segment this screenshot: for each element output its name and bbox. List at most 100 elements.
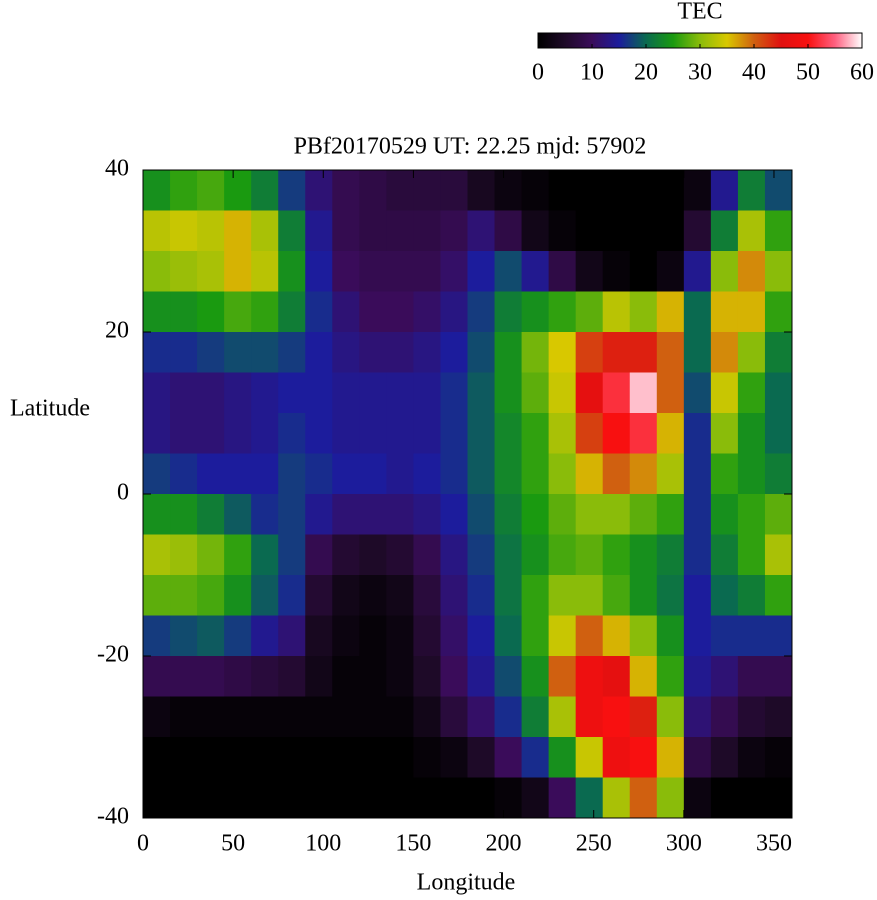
heat-cell	[278, 656, 306, 697]
heat-cell	[710, 210, 739, 252]
heat-cell	[521, 413, 550, 454]
heat-cell	[170, 656, 198, 697]
colorbar-tick-label: 0	[532, 60, 544, 86]
heat-cell	[143, 656, 171, 697]
colorbar-tick-label: 10	[580, 60, 604, 86]
heat-cell	[494, 170, 523, 211]
heat-cell	[656, 291, 685, 333]
heat-cell	[197, 696, 225, 738]
heat-cell	[359, 656, 387, 697]
heat-cell	[575, 372, 604, 414]
heat-cell	[305, 453, 333, 495]
heat-cell	[764, 615, 793, 657]
heat-cell	[143, 413, 171, 454]
heat-cell	[413, 737, 441, 778]
heat-cell	[575, 615, 604, 657]
heat-cell	[683, 291, 712, 333]
heat-cell	[170, 372, 198, 414]
heat-cell	[656, 575, 685, 616]
heat-cell	[224, 656, 252, 697]
heat-cell	[278, 494, 306, 535]
heat-cell	[629, 696, 658, 738]
heat-cell	[332, 372, 360, 414]
heat-cell	[521, 494, 550, 535]
x-tick-label: 200	[486, 831, 522, 857]
heat-cell	[737, 615, 766, 657]
heat-cell	[278, 777, 306, 819]
heat-cell	[170, 534, 198, 576]
heat-cell	[305, 413, 333, 454]
heat-cell	[197, 372, 225, 414]
heat-cell	[656, 737, 685, 778]
heat-cell	[467, 332, 496, 373]
heat-cell	[197, 251, 225, 292]
heat-cell	[359, 251, 387, 292]
heat-cell	[548, 696, 577, 738]
heat-cell	[737, 777, 766, 819]
heat-cell	[251, 494, 279, 535]
heat-cell	[548, 332, 577, 373]
heat-cell	[386, 737, 414, 778]
heat-cell	[251, 332, 279, 373]
heat-cell	[251, 251, 279, 292]
heat-cell	[494, 453, 523, 495]
heat-cell	[548, 534, 577, 576]
heat-cell	[413, 696, 441, 738]
heat-cell	[764, 453, 793, 495]
heat-cell	[143, 251, 171, 292]
heat-cell	[224, 291, 252, 333]
heat-cell	[413, 251, 441, 292]
heat-cell	[143, 494, 171, 535]
heat-cell	[251, 453, 279, 495]
heat-cell	[602, 291, 631, 333]
heat-cell	[710, 291, 739, 333]
heat-cell	[359, 696, 387, 738]
heat-cell	[467, 696, 496, 738]
heat-cell	[413, 413, 441, 454]
heat-cell	[548, 777, 577, 819]
heat-cell	[737, 413, 766, 454]
heat-cell	[224, 696, 252, 738]
heat-cell	[737, 210, 766, 252]
heat-cell	[494, 210, 523, 252]
heat-cell	[467, 494, 496, 535]
heat-cell	[224, 494, 252, 535]
heat-cell	[386, 210, 414, 252]
heat-cell	[629, 170, 658, 211]
heat-cell	[251, 656, 279, 697]
heat-cell	[737, 656, 766, 697]
heat-cell	[305, 696, 333, 738]
heat-cell	[440, 534, 468, 576]
heat-cell	[224, 615, 252, 657]
heat-cell	[305, 777, 333, 819]
heat-cell	[737, 453, 766, 495]
heat-cell	[737, 737, 766, 778]
heat-cell	[359, 615, 387, 657]
heat-cell	[629, 453, 658, 495]
heat-cell	[467, 534, 496, 576]
heat-cell	[575, 656, 604, 697]
heat-cell	[602, 696, 631, 738]
heat-cell	[359, 291, 387, 333]
heat-cell	[494, 332, 523, 373]
heat-cell	[683, 696, 712, 738]
x-tick-label: 0	[137, 831, 149, 857]
heat-cell	[737, 372, 766, 414]
heat-cell	[386, 656, 414, 697]
heat-cell	[710, 251, 739, 292]
heat-cell	[764, 332, 793, 373]
heat-cell	[440, 737, 468, 778]
heat-cell	[143, 170, 171, 211]
heat-cell	[602, 372, 631, 414]
heat-cell	[251, 372, 279, 414]
heat-cell	[143, 615, 171, 657]
heat-cell	[656, 372, 685, 414]
heat-cell	[521, 332, 550, 373]
heat-cell	[440, 494, 468, 535]
heat-cell	[332, 696, 360, 738]
heat-cell	[197, 413, 225, 454]
x-tick-label: 300	[666, 831, 702, 857]
heat-cell	[548, 291, 577, 333]
heat-cell	[224, 413, 252, 454]
heat-cell	[359, 210, 387, 252]
